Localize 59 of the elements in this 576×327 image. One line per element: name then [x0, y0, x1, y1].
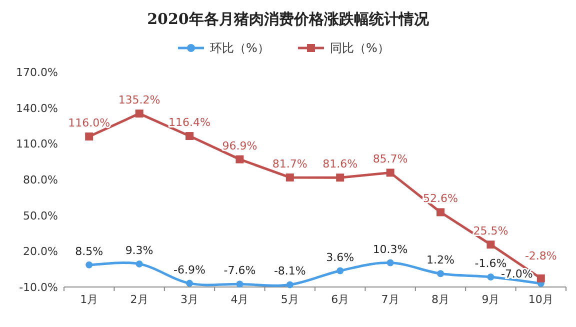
data-label: -2.8%: [524, 249, 557, 262]
data-label: 3.6%: [326, 250, 354, 264]
data-label: 52.6%: [423, 192, 458, 206]
x-tick-label: 2月: [130, 293, 148, 306]
y-tick-label: 110.0%: [16, 138, 58, 151]
legend-label: 环比（%）: [210, 41, 270, 55]
point: [286, 173, 294, 182]
data-label: 116.0%: [68, 116, 110, 130]
data-label: 116.4%: [168, 116, 210, 130]
point: [386, 259, 394, 266]
legend-label: 同比（%）: [330, 41, 390, 55]
y-tick-label: 20.0%: [23, 245, 58, 258]
y-tick-label: 80.0%: [23, 174, 58, 186]
x-tick-label: 8月: [432, 293, 450, 306]
point: [236, 155, 244, 164]
point: [136, 260, 143, 268]
point: [186, 132, 194, 140]
data-label: 8.5%: [75, 244, 104, 258]
point: [86, 261, 93, 268]
data-label: 81.7%: [272, 157, 308, 170]
x-tick-label: 5月: [280, 293, 299, 306]
point: [236, 280, 244, 288]
point: [336, 174, 344, 182]
point: [286, 281, 294, 288]
point: [536, 274, 545, 282]
point: [487, 273, 494, 280]
x-tick-label: 4月: [230, 293, 249, 306]
data-label: 96.9%: [222, 139, 258, 152]
point: [85, 132, 94, 140]
data-label: -1.6%: [474, 256, 507, 270]
y-tick-label: 170.0%: [16, 66, 58, 79]
x-tick-label: 10月: [528, 293, 554, 306]
point: [436, 208, 444, 216]
point: [336, 267, 344, 274]
point: [437, 270, 444, 278]
y-tick-label: -10.0%: [19, 281, 58, 294]
x-tick-label: 3月: [180, 293, 198, 306]
chart-title: 2020年各月猪肉消费价格涨跌幅统计情况: [147, 10, 430, 28]
point: [386, 168, 394, 177]
x-tick-label: 7月: [381, 293, 400, 306]
data-label: -8.1%: [274, 264, 306, 278]
data-label: 9.3%: [125, 244, 154, 257]
point: [486, 240, 495, 249]
y-tick-label: 140.0%: [16, 102, 58, 115]
x-tick-label: 1月: [80, 293, 98, 306]
data-label: 1.2%: [426, 254, 454, 267]
data-label: 81.6%: [322, 158, 358, 171]
data-label: 25.5%: [473, 224, 508, 238]
point: [135, 110, 144, 118]
data-label: 135.2%: [118, 94, 160, 107]
y-tick-label: 50.0%: [23, 209, 58, 222]
point: [186, 280, 193, 287]
data-label: -6.9%: [174, 263, 206, 276]
x-tick-label: 9月: [482, 293, 500, 306]
x-tick-label: 6月: [331, 293, 350, 306]
data-label: -7.6%: [224, 264, 256, 278]
data-label: -7.0%: [500, 267, 533, 280]
data-label: 85.7%: [372, 152, 408, 166]
data-label: 10.3%: [372, 242, 408, 256]
